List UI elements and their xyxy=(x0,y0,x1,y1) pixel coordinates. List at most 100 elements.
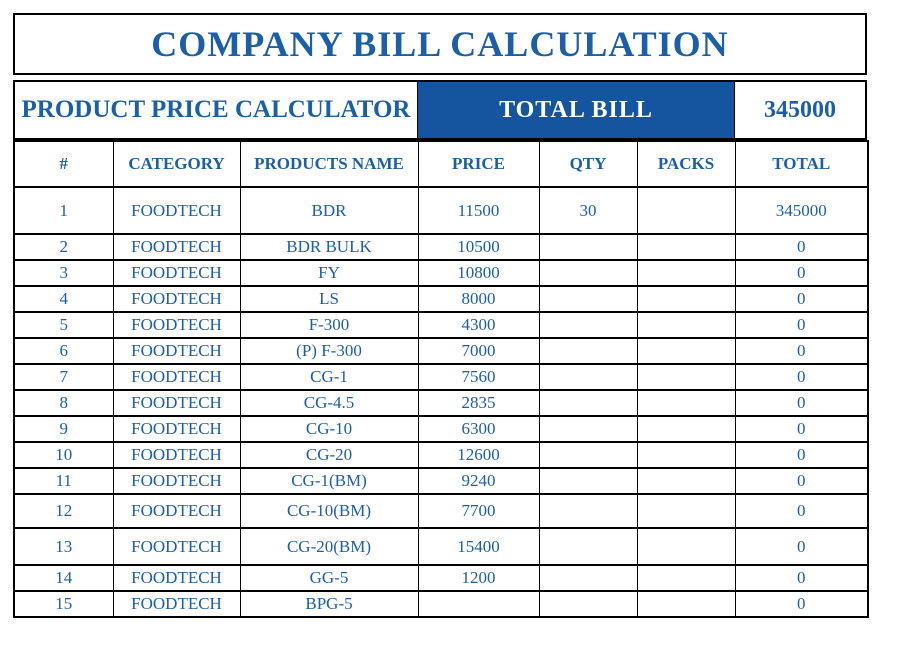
cell-price[interactable]: 11500 xyxy=(417,186,540,235)
cell-num[interactable]: 6 xyxy=(13,337,114,365)
cell-qty[interactable] xyxy=(538,389,638,417)
cell-packs[interactable] xyxy=(636,259,736,287)
cell-packs[interactable] xyxy=(636,467,736,495)
cell-product[interactable]: GG-5 xyxy=(239,564,419,592)
cell-product[interactable]: F-300 xyxy=(239,311,419,339)
cell-total[interactable]: 0 xyxy=(734,564,869,592)
cell-num[interactable]: 7 xyxy=(13,363,114,391)
cell-category[interactable]: FOODTECH xyxy=(112,493,241,529)
cell-packs[interactable] xyxy=(636,527,736,566)
cell-price[interactable]: 9240 xyxy=(417,467,540,495)
cell-num[interactable]: 9 xyxy=(13,415,114,443)
cell-price[interactable]: 10500 xyxy=(417,233,540,261)
cell-total[interactable]: 0 xyxy=(734,311,869,339)
cell-packs[interactable] xyxy=(636,337,736,365)
cell-product[interactable]: CG-10(BM) xyxy=(239,493,419,529)
cell-product[interactable]: CG-20(BM) xyxy=(239,527,419,566)
cell-price[interactable]: 12600 xyxy=(417,441,540,469)
cell-category[interactable]: FOODTECH xyxy=(112,564,241,592)
cell-price[interactable]: 15400 xyxy=(417,527,540,566)
cell-total[interactable]: 345000 xyxy=(734,186,869,235)
cell-category[interactable]: FOODTECH xyxy=(112,441,241,469)
cell-category[interactable]: FOODTECH xyxy=(112,590,241,618)
cell-num[interactable]: 5 xyxy=(13,311,114,339)
cell-qty[interactable] xyxy=(538,285,638,313)
cell-category[interactable]: FOODTECH xyxy=(112,389,241,417)
cell-price[interactable]: 10800 xyxy=(417,259,540,287)
cell-product[interactable]: CG-20 xyxy=(239,441,419,469)
cell-category[interactable]: FOODTECH xyxy=(112,415,241,443)
cell-num[interactable]: 13 xyxy=(13,527,114,566)
cell-category[interactable]: FOODTECH xyxy=(112,233,241,261)
cell-num[interactable]: 14 xyxy=(13,564,114,592)
cell-total[interactable]: 0 xyxy=(734,590,869,618)
cell-product[interactable]: (P) F-300 xyxy=(239,337,419,365)
cell-qty[interactable] xyxy=(538,527,638,566)
cell-product[interactable]: BDR xyxy=(239,186,419,235)
cell-packs[interactable] xyxy=(636,590,736,618)
cell-packs[interactable] xyxy=(636,564,736,592)
cell-total[interactable]: 0 xyxy=(734,233,869,261)
cell-price[interactable]: 7700 xyxy=(417,493,540,529)
cell-total[interactable]: 0 xyxy=(734,467,869,495)
cell-product[interactable]: BPG-5 xyxy=(239,590,419,618)
cell-qty[interactable] xyxy=(538,467,638,495)
cell-price[interactable]: 7000 xyxy=(417,337,540,365)
cell-product[interactable]: CG-1 xyxy=(239,363,419,391)
cell-qty[interactable] xyxy=(538,590,638,618)
cell-qty[interactable] xyxy=(538,311,638,339)
cell-total[interactable]: 0 xyxy=(734,493,869,529)
cell-qty[interactable] xyxy=(538,259,638,287)
cell-product[interactable]: CG-10 xyxy=(239,415,419,443)
cell-category[interactable]: FOODTECH xyxy=(112,186,241,235)
cell-packs[interactable] xyxy=(636,233,736,261)
cell-num[interactable]: 12 xyxy=(13,493,114,529)
cell-qty[interactable] xyxy=(538,233,638,261)
cell-total[interactable]: 0 xyxy=(734,363,869,391)
cell-packs[interactable] xyxy=(636,311,736,339)
cell-packs[interactable] xyxy=(636,285,736,313)
cell-price[interactable]: 6300 xyxy=(417,415,540,443)
cell-packs[interactable] xyxy=(636,441,736,469)
total-bill-value-cell[interactable]: 345000 xyxy=(734,80,867,140)
cell-total[interactable]: 0 xyxy=(734,415,869,443)
cell-total[interactable]: 0 xyxy=(734,337,869,365)
cell-num[interactable]: 8 xyxy=(13,389,114,417)
cell-num[interactable]: 11 xyxy=(13,467,114,495)
cell-num[interactable]: 2 xyxy=(13,233,114,261)
cell-category[interactable]: FOODTECH xyxy=(112,311,241,339)
cell-num[interactable]: 3 xyxy=(13,259,114,287)
cell-qty[interactable] xyxy=(538,564,638,592)
cell-category[interactable]: FOODTECH xyxy=(112,467,241,495)
cell-price[interactable]: 7560 xyxy=(417,363,540,391)
cell-qty[interactable] xyxy=(538,441,638,469)
cell-price[interactable]: 1200 xyxy=(417,564,540,592)
cell-total[interactable]: 0 xyxy=(734,527,869,566)
cell-category[interactable]: FOODTECH xyxy=(112,337,241,365)
cell-total[interactable]: 0 xyxy=(734,389,869,417)
cell-category[interactable]: FOODTECH xyxy=(112,259,241,287)
cell-packs[interactable] xyxy=(636,186,736,235)
cell-product[interactable]: BDR BULK xyxy=(239,233,419,261)
cell-product[interactable]: CG-4.5 xyxy=(239,389,419,417)
cell-num[interactable]: 15 xyxy=(13,590,114,618)
cell-price[interactable]: 8000 xyxy=(417,285,540,313)
cell-product[interactable]: LS xyxy=(239,285,419,313)
cell-packs[interactable] xyxy=(636,493,736,529)
cell-product[interactable]: CG-1(BM) xyxy=(239,467,419,495)
cell-num[interactable]: 1 xyxy=(13,186,114,235)
cell-total[interactable]: 0 xyxy=(734,441,869,469)
cell-packs[interactable] xyxy=(636,363,736,391)
cell-total[interactable]: 0 xyxy=(734,259,869,287)
cell-packs[interactable] xyxy=(636,389,736,417)
cell-qty[interactable]: 30 xyxy=(538,186,638,235)
cell-qty[interactable] xyxy=(538,415,638,443)
cell-num[interactable]: 4 xyxy=(13,285,114,313)
cell-category[interactable]: FOODTECH xyxy=(112,527,241,566)
cell-category[interactable]: FOODTECH xyxy=(112,285,241,313)
cell-price[interactable]: 2835 xyxy=(417,389,540,417)
cell-total[interactable]: 0 xyxy=(734,285,869,313)
cell-category[interactable]: FOODTECH xyxy=(112,363,241,391)
cell-qty[interactable] xyxy=(538,363,638,391)
cell-num[interactable]: 10 xyxy=(13,441,114,469)
